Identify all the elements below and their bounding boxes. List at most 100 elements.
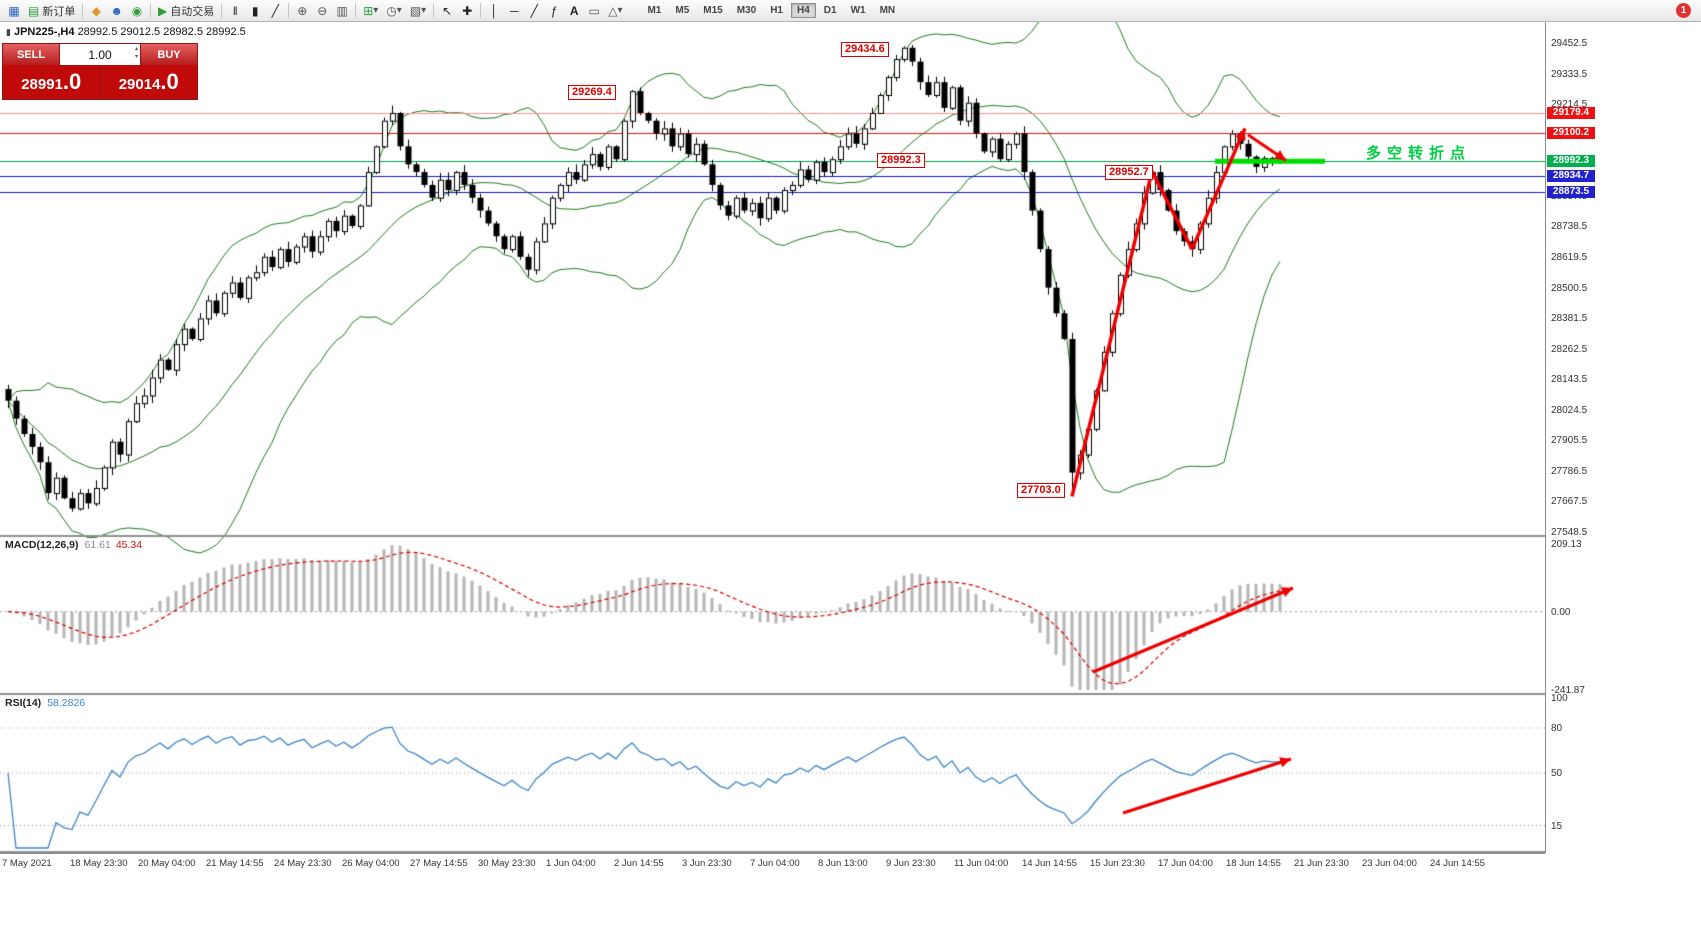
time-label: 27 May 14:55 [410, 858, 468, 869]
cursor-icon[interactable]: ↖ [442, 3, 453, 18]
time-label: 18 May 23:30 [70, 858, 128, 869]
toolbar-separator [355, 3, 357, 18]
time-label: 30 May 23:30 [478, 858, 536, 869]
buy-button[interactable]: BUY [140, 44, 197, 65]
price-tick: 28619.5 [1551, 251, 1588, 263]
trendline-tool[interactable]: ╱ [530, 3, 538, 18]
price-callout[interactable]: 28992.3 [877, 153, 925, 168]
rsi-tick: 15 [1551, 820, 1563, 832]
toolbar: ▦ ▤ 新订单 ◆ ☻ ◉ ▶ 自动交易 ‖ ▮ ╱ ⊕ ⊖ ▥ ⊞ ▾ ◷ ▾ ▧ ▾ … [0, 0, 1701, 22]
time-label: 18 Jun 14:55 [1226, 858, 1281, 869]
volume-up-icon[interactable]: ▴ [134, 46, 138, 52]
toolbar-separator [82, 3, 84, 18]
macd-label: MACD(12,26,9) 61.61 45.34 [5, 539, 143, 551]
horizontal-line-tool[interactable]: ─ [509, 3, 519, 18]
notification-badge[interactable]: 1 [1676, 3, 1691, 18]
shapes-tool[interactable]: △ ▾ [608, 3, 623, 18]
indicators-icon[interactable]: ⊞ ▾ [363, 3, 379, 18]
vertical-line-tool[interactable]: │ [490, 3, 498, 18]
crosshair-icon[interactable]: ✚ [462, 3, 473, 18]
price-callout[interactable]: 27703.0 [1017, 483, 1065, 498]
timeframe-button-D1[interactable]: D1 [823, 5, 837, 16]
timeframe-button-M30[interactable]: M30 [736, 5, 757, 16]
autotrade-button[interactable]: ▶ 自动交易 [154, 2, 218, 20]
symbol-period: JPN225-,H4 [13, 26, 75, 38]
time-label: 24 May 23:30 [274, 858, 332, 869]
timeframe-button-M5[interactable]: M5 [675, 5, 690, 16]
templates-icon[interactable]: ▧ ▾ [409, 3, 427, 18]
time-label: 8 Jun 13:00 [818, 858, 868, 869]
mql5-icon[interactable]: ◆ [91, 3, 101, 18]
price-callout[interactable]: 29269.4 [568, 85, 616, 100]
new-order-icon: ▤ [28, 3, 40, 18]
timeframe-button-H4[interactable]: H4 [790, 3, 816, 18]
time-label: 23 Jun 04:00 [1362, 858, 1417, 869]
price-tick: 27667.5 [1551, 496, 1588, 508]
volume-down-icon[interactable]: ▾ [134, 54, 138, 60]
timeframe-button-MN[interactable]: MN [879, 5, 896, 16]
price-tick: 28738.5 [1551, 221, 1588, 233]
price-tick: 27905.5 [1551, 435, 1588, 447]
price-callout[interactable]: 29434.6 [841, 42, 889, 57]
time-label: 9 Jun 23:30 [886, 858, 936, 869]
price-tick: 29452.5 [1551, 38, 1588, 49]
price-tick: 28262.5 [1551, 343, 1588, 355]
price-tick: 29333.5 [1551, 68, 1588, 80]
zoom-out-icon[interactable]: ⊖ [317, 3, 328, 18]
time-label: 11 Jun 04:00 [954, 858, 1009, 869]
fibonacci-tool[interactable]: ƒ [550, 3, 558, 18]
macd-tick: 0.00 [1551, 606, 1571, 618]
symbol-ohlc-label: ▮ JPN225-,H4 28992.5 29012.5 28982.5 2899… [6, 26, 246, 38]
label-tool[interactable]: ▭ [588, 3, 600, 18]
sell-button[interactable]: SELL [3, 44, 60, 65]
price-tick: 28024.5 [1551, 404, 1588, 416]
timeframe-button-H1[interactable]: H1 [770, 5, 783, 16]
main-chart-canvas[interactable] [0, 22, 1545, 853]
new-order-button[interactable]: ▤ 新订单 [24, 2, 79, 20]
time-label: 26 May 04:00 [342, 858, 400, 869]
price-axis[interactable]: 29452.529333.529214.528857.528738.528619… [1545, 22, 1701, 853]
timeframe-button-M15[interactable]: M15 [703, 5, 723, 16]
price-badge: 28934.7 [1547, 169, 1595, 182]
turning-point-label: 多空转折点 [1366, 145, 1472, 162]
toolbar-separator [480, 3, 482, 18]
time-label: 24 Jun 14:55 [1430, 858, 1485, 869]
price-divider [99, 65, 101, 99]
toolbar-separator [149, 3, 151, 18]
time-label: 21 May 14:55 [206, 858, 264, 869]
price-callout[interactable]: 28952.7 [1105, 165, 1153, 180]
sell-price[interactable]: 28991.0 [21, 69, 82, 94]
buy-price[interactable]: 29014.0 [118, 69, 179, 94]
timeframe-button-M1[interactable]: M1 [647, 5, 662, 16]
price-tick: 28143.5 [1551, 374, 1588, 386]
ohlc-values: 28992.5 29012.5 28982.5 28992.5 [77, 26, 246, 38]
price-badge: 29100.2 [1547, 127, 1595, 140]
timeframe-button-W1[interactable]: W1 [850, 5, 866, 16]
zoom-in-icon[interactable]: ⊕ [297, 3, 308, 18]
market-icon[interactable]: ◉ [131, 3, 143, 18]
toolbar-separator [433, 3, 435, 18]
price-tick: 28500.5 [1551, 282, 1588, 294]
price-badge: 28992.3 [1547, 155, 1595, 168]
toolbar-separator [221, 3, 223, 18]
bar-chart-icon[interactable]: ‖ [232, 3, 238, 18]
chart-icon: ▮ [6, 27, 11, 37]
price-tick: 28381.5 [1551, 313, 1588, 325]
one-click-trading-panel: SELL 1.00 ▴ ▾ BUY 28991.0 29014.0 [2, 43, 198, 100]
periods-icon[interactable]: ◷ ▾ [386, 3, 402, 18]
price-tick: 27548.5 [1551, 527, 1588, 538]
community-icon[interactable]: ☻ [110, 3, 123, 18]
time-label: 15 Jun 23:30 [1090, 858, 1145, 869]
chart-window-icon[interactable]: ▦ [8, 3, 20, 18]
candlestick-chart-icon[interactable]: ▮ [251, 3, 259, 18]
time-label: 17 Jun 04:00 [1158, 858, 1213, 869]
text-tool[interactable]: A [569, 3, 579, 18]
price-tick: 29214.5 [1551, 99, 1588, 111]
line-chart-icon[interactable]: ╱ [271, 3, 279, 18]
time-axis[interactable]: 7 May 2021 18 May 23:30 20 May 04:00 21 May… [0, 853, 1545, 873]
macd-tick: -241.87 [1551, 685, 1585, 696]
rsi-tick: 100 [1551, 693, 1568, 704]
volume-input[interactable]: 1.00 ▴ ▾ [60, 44, 140, 65]
time-label: 7 May 2021 [2, 858, 52, 869]
tile-windows-icon[interactable]: ▥ [336, 3, 348, 18]
